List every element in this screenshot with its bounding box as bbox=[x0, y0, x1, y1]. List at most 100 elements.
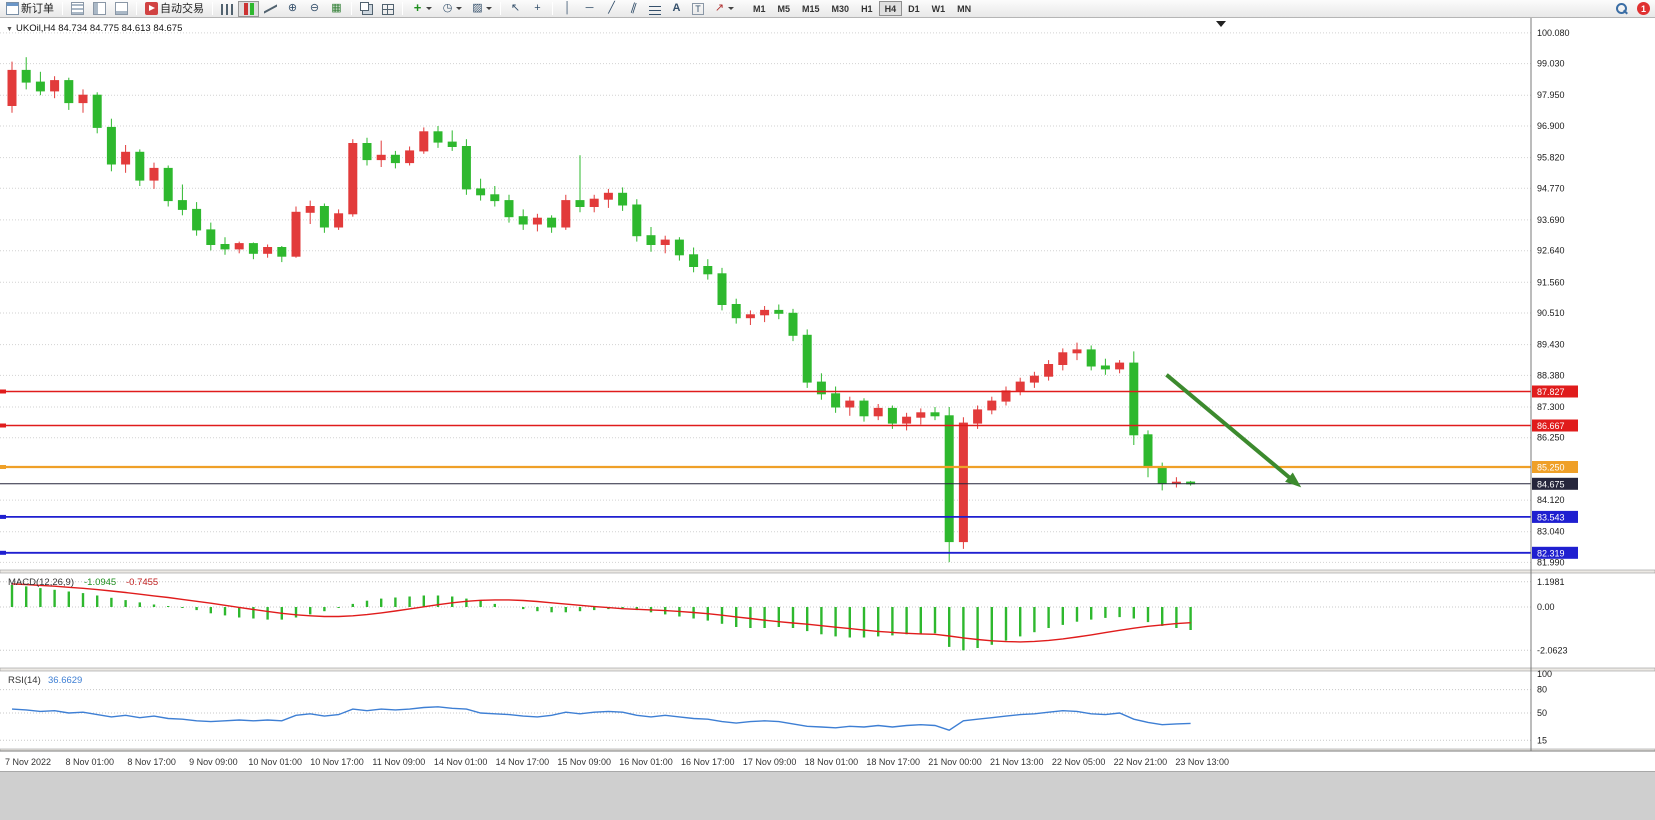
zoom-in-button[interactable]: ⊕ bbox=[282, 1, 303, 17]
price-tag-label: 82.319 bbox=[1537, 548, 1565, 558]
timeframe-button-mn[interactable]: MN bbox=[951, 1, 977, 16]
grid-icon: ▦ bbox=[331, 2, 342, 14]
candle-body bbox=[1115, 362, 1125, 370]
candle-body bbox=[7, 69, 17, 106]
timeframe-button-m30[interactable]: M30 bbox=[826, 1, 856, 16]
notification-badge[interactable]: 1 bbox=[1637, 2, 1650, 15]
hline-endpoint[interactable] bbox=[0, 389, 6, 394]
bar-chart-button[interactable] bbox=[217, 1, 237, 17]
candle-body bbox=[277, 247, 287, 257]
search-icon bbox=[1615, 2, 1628, 15]
text-tool-button[interactable]: A bbox=[666, 1, 687, 17]
hline-endpoint[interactable] bbox=[0, 465, 6, 469]
time-axis-label: 18 Nov 01:00 bbox=[805, 757, 859, 767]
chart-canvas[interactable]: 100.080 99.030 97.950 96.900 95.820 94.770 93.… bbox=[0, 18, 1655, 771]
trend-arrow-line[interactable] bbox=[1165, 373, 1296, 484]
timeframe-button-h4[interactable]: H4 bbox=[878, 1, 903, 16]
macd-signal-value: -0.7455 bbox=[126, 577, 158, 588]
zoom-out-button[interactable]: ⊖ bbox=[304, 1, 325, 17]
new-order-button[interactable]: 新订单 bbox=[2, 1, 58, 17]
candle-body bbox=[873, 407, 883, 417]
vertical-line-button[interactable]: │ bbox=[557, 1, 578, 17]
timeframe-button-m5[interactable]: M5 bbox=[772, 1, 797, 16]
horizontal-line-button[interactable]: ─ bbox=[579, 1, 600, 17]
horizontal-line-icon: ─ bbox=[585, 2, 594, 14]
candle-body bbox=[1015, 381, 1025, 392]
timeframe-button-h1[interactable]: H1 bbox=[855, 1, 879, 16]
arrows-tool-button[interactable]: ↗ bbox=[709, 1, 738, 17]
chart-background[interactable] bbox=[0, 18, 1655, 771]
terminal-button[interactable] bbox=[111, 1, 132, 17]
time-axis-label: 14 Nov 01:00 bbox=[434, 757, 488, 767]
timeframe-button-m15[interactable]: M15 bbox=[796, 1, 826, 16]
time-axis-label: 14 Nov 17:00 bbox=[496, 757, 550, 767]
templates-button[interactable]: ▨ bbox=[467, 1, 496, 17]
candle-body bbox=[1086, 349, 1096, 367]
fibonacci-button[interactable] bbox=[645, 1, 665, 17]
hline-endpoint[interactable] bbox=[0, 514, 6, 519]
candle-body bbox=[802, 334, 812, 383]
candle-body bbox=[263, 247, 273, 254]
main-toolbar: 新订单 自动交易 ⊕ ⊖ ▦ + ◷ ▨ ↖ + │ ─ ╱ ∥ A T bbox=[0, 0, 1655, 18]
crosshair-button[interactable]: + bbox=[527, 1, 548, 17]
trendline-button[interactable]: ╱ bbox=[601, 1, 622, 17]
pane-separator[interactable] bbox=[0, 667, 1655, 672]
market-watch-button[interactable] bbox=[67, 1, 88, 17]
candle-body bbox=[1058, 352, 1068, 365]
candle-body bbox=[206, 229, 216, 245]
chart-shift-marker[interactable] bbox=[1216, 21, 1226, 27]
label-tool-button[interactable]: T bbox=[688, 1, 708, 17]
candle-body bbox=[21, 69, 31, 83]
autotrading-button[interactable]: 自动交易 bbox=[141, 1, 208, 17]
price-axis-label: 86.250 bbox=[1537, 433, 1565, 443]
candle-body bbox=[362, 143, 372, 161]
candle-body bbox=[518, 216, 528, 225]
chevron-down-icon bbox=[426, 7, 432, 13]
candle-body bbox=[177, 200, 187, 210]
line-chart-button[interactable] bbox=[260, 1, 281, 17]
chart-collapse-arrow-icon[interactable]: ▼ bbox=[6, 26, 13, 33]
periods-button[interactable]: ◷ bbox=[437, 1, 466, 17]
price-axis-label: 96.900 bbox=[1537, 121, 1565, 131]
trend-arrow-head[interactable] bbox=[1285, 472, 1302, 488]
timeframe-button-w1[interactable]: W1 bbox=[926, 1, 952, 16]
candlestick-chart-button[interactable] bbox=[238, 0, 259, 17]
timeframe-button-m1[interactable]: M1 bbox=[747, 1, 772, 16]
channel-button[interactable]: ∥ bbox=[623, 1, 644, 17]
candle-body bbox=[902, 416, 912, 424]
trendline-icon: ╱ bbox=[608, 2, 615, 14]
time-axis-label: 18 Nov 17:00 bbox=[866, 757, 920, 767]
grid-button[interactable]: ▦ bbox=[326, 1, 347, 17]
hline-endpoint[interactable] bbox=[0, 550, 6, 555]
tile-windows-button[interactable] bbox=[378, 1, 398, 17]
periods-icon: ◷ bbox=[442, 2, 453, 14]
navigator-button[interactable] bbox=[89, 1, 110, 17]
pane-separator[interactable] bbox=[0, 569, 1655, 574]
text-tool-icon: A bbox=[672, 2, 681, 14]
candle-body bbox=[319, 206, 329, 228]
price-axis-label: 97.950 bbox=[1537, 90, 1565, 100]
price-axis-label: 90.510 bbox=[1537, 308, 1565, 318]
candle-body bbox=[192, 208, 202, 231]
search-button[interactable] bbox=[1611, 1, 1632, 17]
indicators-button[interactable]: + bbox=[407, 1, 436, 17]
candle-body bbox=[234, 243, 244, 250]
candle-body bbox=[745, 314, 755, 319]
candle-body bbox=[78, 94, 88, 104]
price-tag bbox=[1532, 385, 1578, 398]
time-axis-label: 8 Nov 01:00 bbox=[66, 757, 115, 767]
cascade-windows-button[interactable] bbox=[356, 1, 377, 17]
timeframe-button-d1[interactable]: D1 bbox=[902, 1, 926, 16]
cascade-windows-icon bbox=[360, 2, 369, 11]
hline-endpoint[interactable] bbox=[0, 423, 6, 428]
tile-windows-icon bbox=[382, 3, 394, 15]
candle-body bbox=[816, 381, 826, 395]
candlestick-chart-icon bbox=[242, 3, 255, 15]
candle-body bbox=[121, 151, 131, 165]
cursor-button[interactable]: ↖ bbox=[505, 1, 526, 17]
time-axis-label: 8 Nov 17:00 bbox=[127, 757, 176, 767]
rsi-axis-label: 15 bbox=[1537, 735, 1547, 745]
time-axis-label: 16 Nov 17:00 bbox=[681, 757, 735, 767]
macd-axis-label: 0.00 bbox=[1537, 602, 1555, 612]
chart-title: UKOil,H4 84.734 84.775 84.613 84.675 bbox=[16, 23, 182, 34]
